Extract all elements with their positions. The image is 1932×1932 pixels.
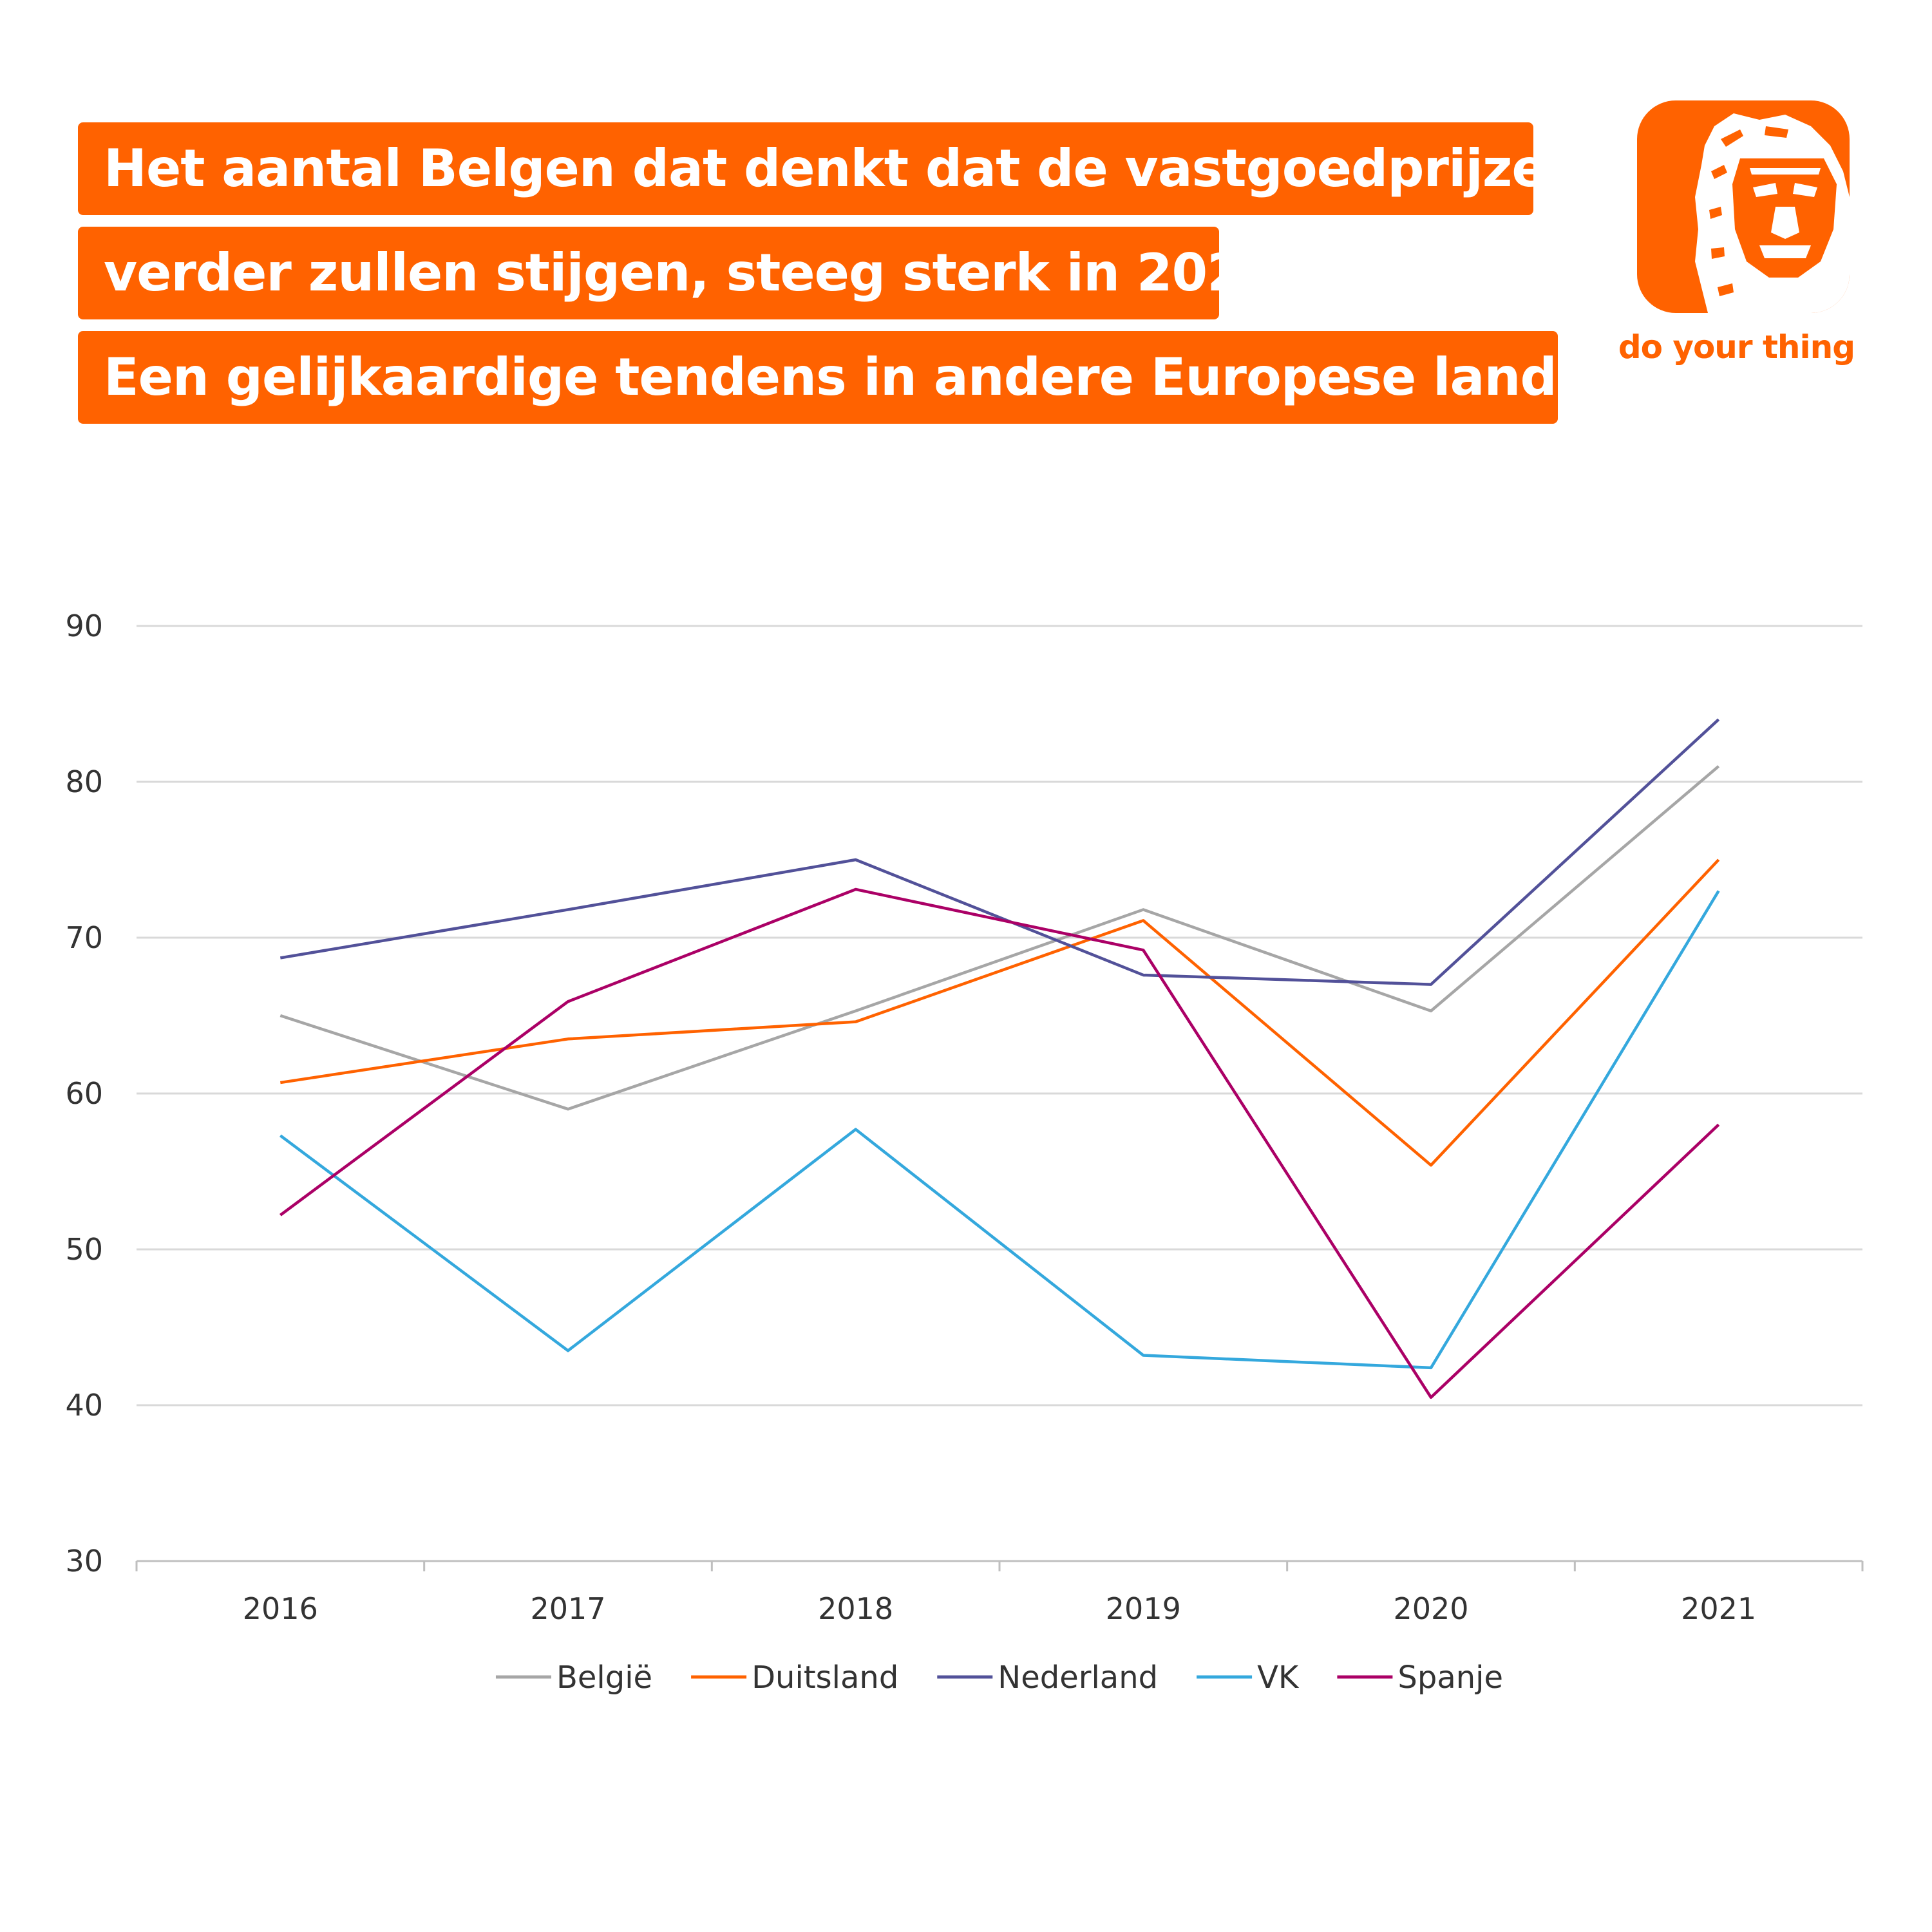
legend-item: Duitsland — [691, 1660, 898, 1696]
y-tick-label: 60 — [65, 1076, 103, 1111]
title-line-2: verder zullen stijgen, steeg sterk in 20… — [78, 227, 1297, 319]
legend-item: België — [495, 1660, 652, 1696]
y-tick-label: 50 — [65, 1232, 103, 1267]
series-line-belgië — [279, 765, 1720, 1111]
title-line-1: Het aantal Belgen dat denkt dat de vastg… — [78, 122, 1583, 215]
legend-item: Spanje — [1337, 1660, 1503, 1696]
x-tick-label: 2020 — [1393, 1591, 1468, 1626]
legend-label: Nederland — [998, 1660, 1158, 1696]
slogan: do your thing — [1618, 328, 1855, 366]
y-tick-label: 80 — [65, 764, 103, 799]
title-line-3: Een gelijkaardige tendens in andere Euro… — [78, 331, 1627, 424]
x-tick-label: 2019 — [1106, 1591, 1181, 1626]
series-line-spanje — [279, 887, 1720, 1399]
legend-label: Duitsland — [752, 1660, 898, 1696]
x-tick-label: 2021 — [1681, 1591, 1756, 1626]
x-tick-label: 2018 — [818, 1591, 893, 1626]
y-tick-label: 30 — [65, 1544, 103, 1578]
legend-label: VK — [1257, 1660, 1300, 1696]
series-line-vk — [279, 890, 1720, 1370]
legend-item: Nederland — [937, 1660, 1158, 1696]
x-tick-label: 2016 — [243, 1591, 318, 1626]
series-line-nederland — [279, 718, 1720, 986]
legend-item: VK — [1197, 1660, 1300, 1696]
x-tick-label: 2017 — [530, 1591, 605, 1626]
legend-label: Spanje — [1397, 1660, 1503, 1696]
lion-icon — [1637, 100, 1850, 313]
legend-label: België — [556, 1660, 652, 1696]
y-tick-label: 40 — [65, 1388, 103, 1423]
y-tick-label: 70 — [65, 920, 103, 955]
y-tick-label: 90 — [65, 609, 103, 643]
series-line-duitsland — [279, 858, 1720, 1167]
